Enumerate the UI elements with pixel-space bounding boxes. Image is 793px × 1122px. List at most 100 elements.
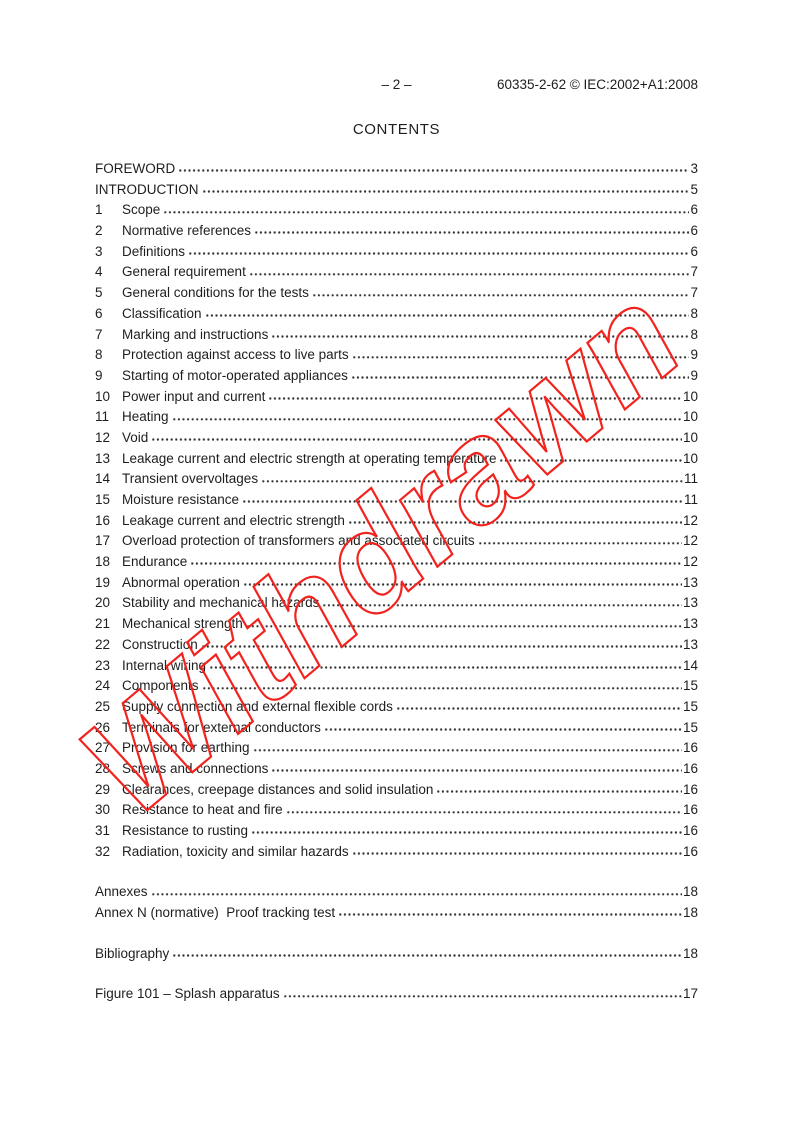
toc-entry-number: 24 (95, 678, 111, 694)
toc-entry-label: Annexes (95, 884, 148, 900)
dot-leader (242, 581, 682, 587)
toc-row: 5 General conditions for the tests 7 (95, 283, 698, 304)
toc-entry-label: Starting of motor-operated appliances (122, 367, 348, 383)
toc-row: 20 Stability and mechanical hazards 13 (95, 593, 698, 614)
dot-leader (351, 850, 682, 856)
toc-page-number: 3 (690, 161, 698, 176)
toc-page-number: 18 (682, 905, 698, 921)
toc-page-number: 7 (690, 264, 698, 280)
toc-page-number: 16 (682, 781, 698, 797)
toc-page-number: 8 (690, 305, 698, 321)
page-header: – 2 – 60335-2-62 © IEC:2002+A1:2008 (95, 77, 698, 94)
toc-entry-label: Leakage current and electric strength at… (122, 450, 497, 466)
dot-leader (347, 519, 682, 525)
toc-page-number: 14 (682, 657, 698, 673)
toc-entry-label: Moisture resistance (122, 492, 240, 507)
toc-entry-label: Resistance to rusting (122, 823, 249, 838)
toc-entry-number: 16 (95, 512, 111, 528)
toc-row: 18 Endurance 12 (95, 552, 698, 573)
toc-row: 13 Leakage current and electric strength … (95, 449, 698, 470)
dot-leader (209, 664, 682, 670)
dot-leader (271, 333, 690, 339)
toc-page-number: 5 (690, 181, 698, 197)
toc-page-number: 16 (682, 843, 698, 859)
toc-entry-number: 18 (95, 554, 111, 570)
toc-entry-number: 3 (95, 243, 103, 259)
toc-entry-label: Classification (122, 305, 202, 321)
dot-leader (436, 788, 682, 794)
toc-section-annexes: Annexes 18 Annex N (normative) Proof track… (95, 882, 698, 923)
toc-page-number: 7 (690, 285, 698, 301)
toc-row: 28 Screws and connections 16 (95, 759, 698, 780)
toc-entry-number: 9 (95, 367, 103, 383)
dot-leader (248, 271, 690, 277)
toc-entry-label: Definitions (122, 243, 186, 259)
toc-page-number: 10 (682, 409, 698, 425)
dot-leader (268, 395, 682, 401)
toc-section-clauses: FOREWORD 3 INTRODUCTION 5 1 Scope 6 2 Normative … (95, 159, 698, 862)
toc-entry-label: FOREWORD (95, 161, 176, 176)
toc-entry-number: 13 (95, 450, 111, 466)
dot-leader (271, 767, 682, 773)
toc-entry-label: Scope (122, 202, 161, 218)
toc-entry-label: Components (122, 678, 199, 694)
toc-row: Figure 101 – Splash apparatus 17 (95, 984, 698, 1005)
toc-entry-label: Heating (122, 409, 169, 425)
toc-page-number: 10 (682, 429, 698, 445)
toc-page-number: 10 (682, 450, 698, 466)
toc-entry-label: Leakage current and electric strength (122, 512, 345, 528)
table-of-contents: FOREWORD 3 INTRODUCTION 5 1 Scope 6 2 Normative … (95, 159, 698, 1005)
toc-entry-number: 28 (95, 760, 111, 776)
dot-leader (395, 705, 682, 711)
dot-leader (351, 354, 690, 360)
toc-row: 15 Moisture resistance 11 (95, 490, 698, 511)
toc-row: Bibliography 18 (95, 944, 698, 965)
toc-entry-number: 27 (95, 740, 111, 756)
toc-entry-label: Construction (122, 636, 198, 652)
toc-entry-number: 2 (95, 223, 103, 239)
toc-page-number: 11 (683, 492, 698, 507)
toc-page-number: 12 (682, 512, 698, 528)
toc-row: 10 Power input and current 10 (95, 387, 698, 408)
toc-entry-number: 25 (95, 698, 111, 714)
dot-leader (252, 747, 682, 753)
toc-entry-label: Internal wiring (122, 657, 207, 673)
toc-row: 31 Resistance to rusting 16 (95, 821, 698, 842)
dot-leader (350, 374, 690, 380)
toc-entry-number: 29 (95, 781, 111, 797)
toc-page-number: 15 (682, 719, 698, 735)
toc-entry-label: Power input and current (122, 388, 266, 404)
toc-entry-number: 20 (95, 595, 111, 611)
toc-row: FOREWORD 3 (95, 159, 698, 180)
toc-entry-number: 10 (95, 388, 111, 404)
toc-row: 29 Clearances, creepage distances and sol… (95, 780, 698, 801)
dot-leader (254, 230, 690, 236)
toc-entry-number: 5 (95, 285, 103, 301)
toc-page-number: 13 (682, 574, 698, 590)
toc-row: 12 Void 10 (95, 428, 698, 449)
toc-entry-number: 6 (95, 305, 103, 321)
dot-leader (204, 312, 690, 318)
toc-entry-label: Endurance (122, 554, 188, 570)
dot-leader (178, 168, 690, 173)
dot-leader (499, 457, 682, 463)
toc-page-number: 13 (682, 616, 698, 632)
toc-entry-label: Provision for earthing (122, 740, 250, 756)
dot-leader (338, 912, 682, 918)
toc-page-number: 16 (682, 802, 698, 818)
toc-row: 1 Scope 6 (95, 200, 698, 221)
toc-entry-label: Transient overvoltages (122, 471, 259, 487)
toc-page-number: 9 (690, 347, 698, 363)
dot-leader (163, 209, 690, 215)
toc-row: 25 Supply connection and external flexibl… (95, 697, 698, 718)
toc-entry-number: 17 (95, 533, 111, 549)
toc-entry-number: 15 (95, 492, 111, 507)
toc-entry-number: 7 (95, 326, 103, 342)
toc-entry-number: 21 (95, 616, 111, 632)
toc-row: 2 Normative references 6 (95, 221, 698, 242)
toc-entry-label: Mechanical strength (122, 616, 243, 632)
dot-leader (282, 993, 682, 999)
toc-entry-number: 19 (95, 574, 111, 590)
dot-leader (242, 499, 683, 504)
toc-row: 21 Mechanical strength 13 (95, 614, 698, 635)
